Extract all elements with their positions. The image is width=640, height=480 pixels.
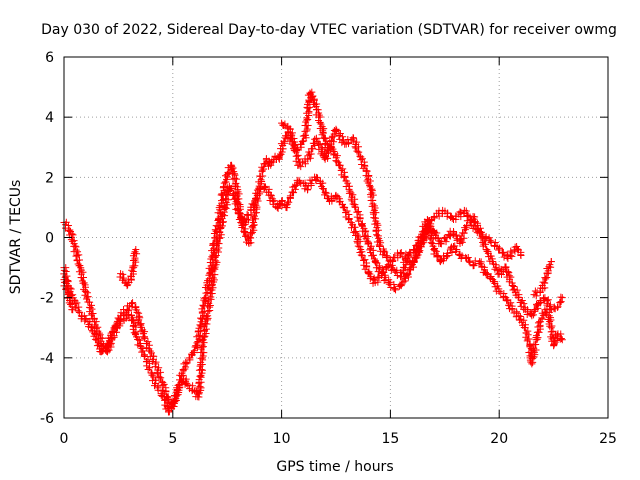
chart-title: Day 030 of 2022, Sidereal Day-to-day VTE… [41, 22, 617, 38]
y-tick-label: -4 [40, 351, 54, 367]
series-track-c [60, 119, 555, 314]
x-tick-label: 0 [60, 431, 69, 447]
x-axis-label: GPS time / hours [276, 459, 393, 475]
y-tick-label: 0 [45, 231, 54, 247]
series-track-b [60, 173, 566, 416]
axes: 0 5 10 15 20 25 -6 -4 -2 0 2 4 6 [40, 50, 617, 447]
grid [64, 57, 608, 418]
y-tick-label: 4 [45, 110, 54, 126]
data-points [60, 119, 555, 314]
y-axis-label: SDTVAR / TECUs [8, 180, 24, 295]
y-tick-label: 2 [45, 170, 54, 186]
y-tick-label: -2 [40, 291, 54, 307]
x-tick-label: 15 [381, 431, 399, 447]
data-series [60, 88, 566, 416]
x-tick-label: 20 [490, 431, 508, 447]
data-points [60, 173, 566, 416]
x-tick-label: 5 [168, 431, 177, 447]
x-tick-label: 25 [599, 431, 617, 447]
y-tick-label: -6 [40, 411, 54, 427]
y-tick-label: 6 [45, 50, 54, 66]
x-tick-label: 10 [273, 431, 291, 447]
